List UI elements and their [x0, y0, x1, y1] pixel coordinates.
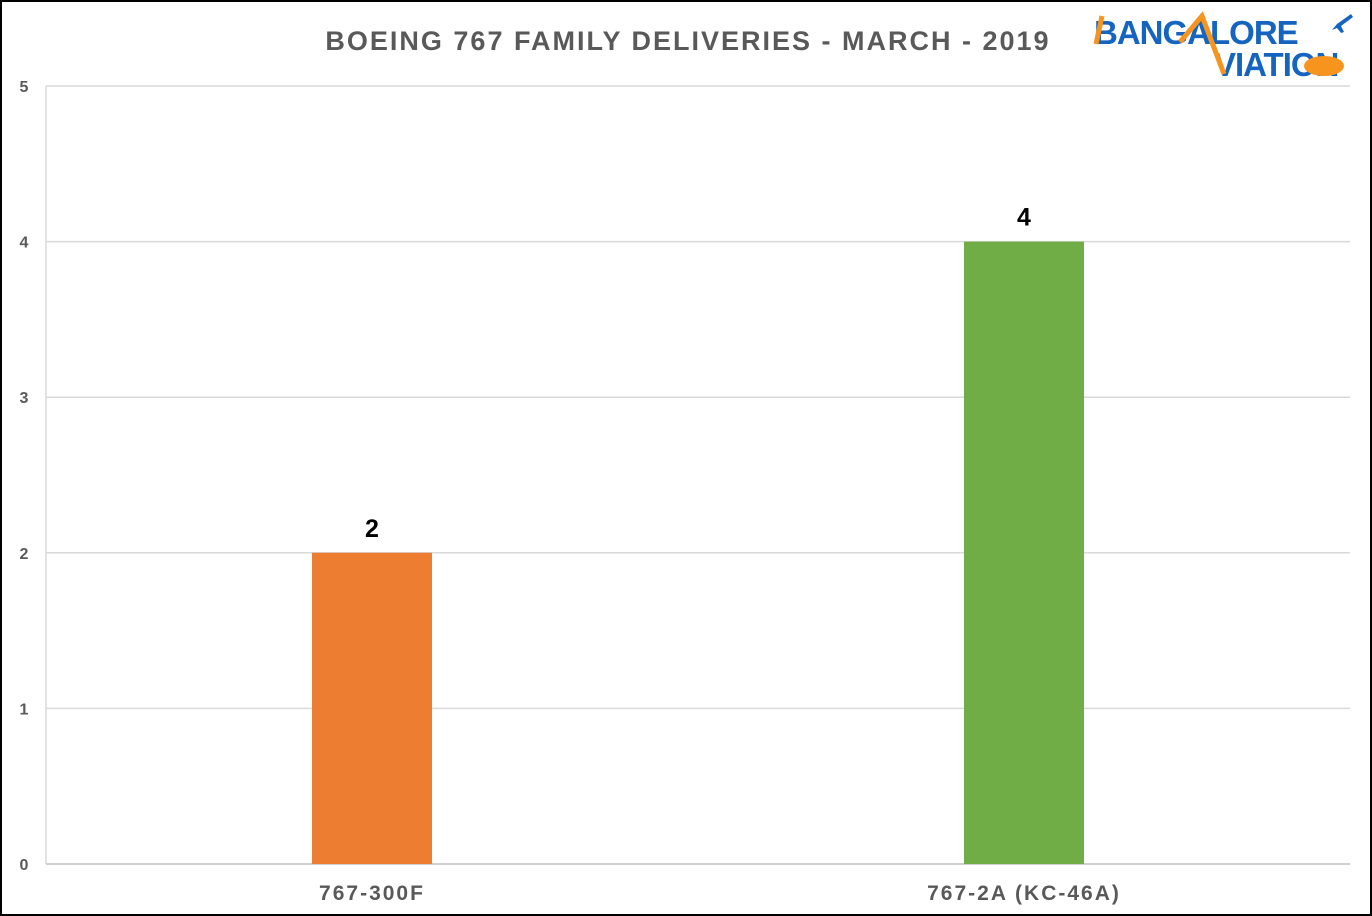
gridlines	[45, 85, 1350, 865]
y-tick-label: 1	[20, 701, 29, 718]
data-label-1: 2	[365, 515, 379, 543]
y-tick-label: 2	[20, 546, 29, 563]
logo-plane-icon	[1332, 14, 1353, 33]
bangalore-aviation-logo: BANGALORE VIATION	[1093, 11, 1353, 83]
data-labels: 24	[365, 204, 1031, 543]
data-label-2: 4	[1017, 204, 1031, 232]
bar-2	[964, 241, 1084, 865]
bar-1	[312, 552, 432, 864]
y-tick-label: 3	[20, 390, 29, 407]
y-tick-label: 0	[20, 857, 29, 874]
logo-cloud-icon	[1304, 56, 1344, 76]
y-axis-ticks: 0 1 2 3 4 5	[20, 79, 29, 874]
y-tick-label: 5	[20, 79, 29, 96]
chart-title: BOEING 767 FAMILY DELIVERIES - MARCH - 2…	[325, 26, 1050, 56]
y-tick-label: 4	[20, 235, 29, 252]
x-category-label: 767-2A (KC-46A)	[927, 882, 1121, 905]
bars	[312, 241, 1084, 865]
logo-swoosh-icon	[1093, 11, 1227, 75]
x-category-label: 767-300F	[319, 882, 425, 905]
x-axis-labels: 767-300F 767-2A (KC-46A)	[319, 882, 1121, 905]
